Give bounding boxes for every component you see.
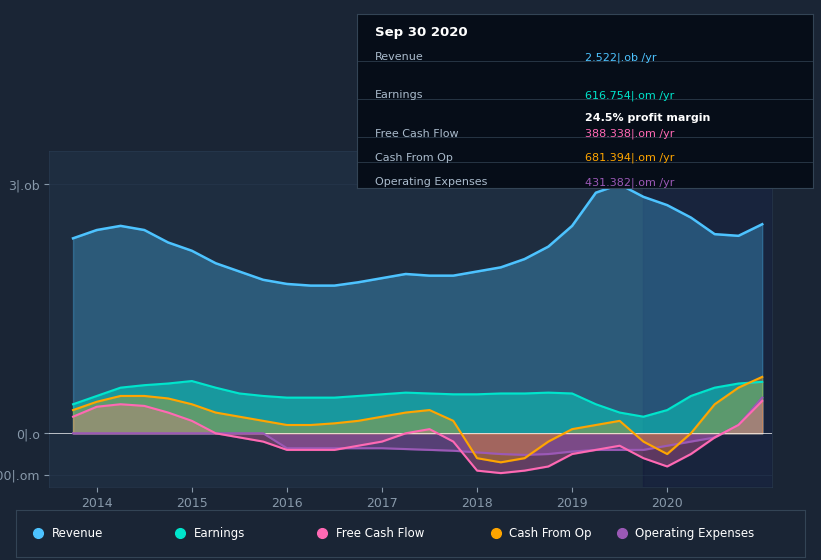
- Text: Cash From Op: Cash From Op: [375, 153, 453, 163]
- Text: 681.394|.om /yr: 681.394|.om /yr: [585, 153, 674, 164]
- Text: 388.338|.om /yr: 388.338|.om /yr: [585, 129, 674, 139]
- Text: Earnings: Earnings: [375, 90, 424, 100]
- Text: Free Cash Flow: Free Cash Flow: [375, 129, 459, 138]
- Text: Operating Expenses: Operating Expenses: [375, 177, 488, 187]
- Text: Sep 30 2020: Sep 30 2020: [375, 26, 468, 39]
- Text: Cash From Op: Cash From Op: [509, 527, 591, 540]
- Text: Earnings: Earnings: [194, 527, 245, 540]
- Bar: [644, 151, 772, 487]
- Text: 24.5% profit margin: 24.5% profit margin: [585, 113, 710, 123]
- Text: Operating Expenses: Operating Expenses: [635, 527, 754, 540]
- Text: 616.754|.om /yr: 616.754|.om /yr: [585, 90, 674, 101]
- Text: Free Cash Flow: Free Cash Flow: [336, 527, 424, 540]
- Text: 431.382|.om /yr: 431.382|.om /yr: [585, 177, 674, 188]
- Text: Revenue: Revenue: [52, 527, 103, 540]
- Text: Revenue: Revenue: [375, 52, 424, 62]
- Text: 2.522|.ob /yr: 2.522|.ob /yr: [585, 52, 657, 63]
